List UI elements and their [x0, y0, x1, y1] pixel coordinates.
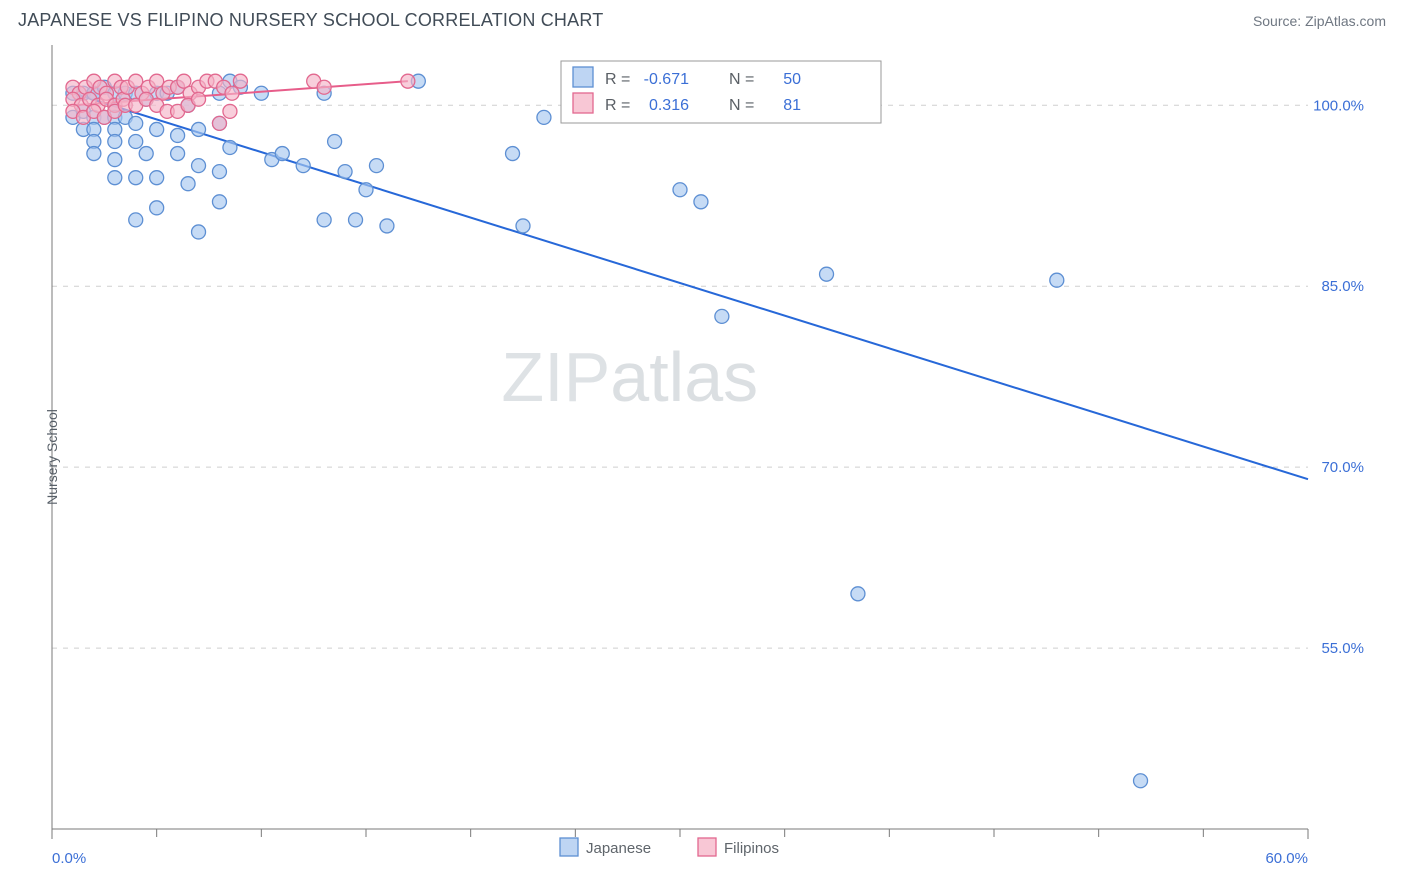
svg-text:ZIPatlas: ZIPatlas — [501, 338, 758, 416]
legend-label: Japanese — [586, 840, 651, 857]
y-axis-label: Nursery School — [44, 409, 60, 505]
y-tick-label: 55.0% — [1321, 640, 1364, 657]
svg-text:R =: R = — [605, 71, 630, 88]
source-attribution: Source: ZipAtlas.com — [1253, 13, 1386, 29]
y-tick-label: 85.0% — [1321, 278, 1364, 295]
y-tick-label: 100.0% — [1313, 97, 1364, 114]
svg-text:N =: N = — [729, 71, 754, 88]
x-tick-label: 60.0% — [1265, 850, 1308, 867]
svg-text:0.316: 0.316 — [649, 97, 689, 114]
svg-text:50: 50 — [783, 71, 801, 88]
series-legend: Japanese Filipinos — [560, 838, 779, 857]
x-tick-label: 0.0% — [52, 850, 86, 867]
svg-text:81: 81 — [783, 97, 801, 114]
chart-title: JAPANESE VS FILIPINO NURSERY SCHOOL CORR… — [18, 10, 603, 31]
legend-label: Filipinos — [724, 840, 779, 857]
svg-text:-0.671: -0.671 — [644, 71, 689, 88]
correlation-legend: R = -0.671 N = 50 R = 0.316 N = 81 — [561, 61, 881, 123]
chart-header: JAPANESE VS FILIPINO NURSERY SCHOOL CORR… — [0, 0, 1406, 37]
svg-text:N =: N = — [729, 97, 754, 114]
scatter-chart: ZIPatlas 0.0% 60.0% 55.0% 70.0% 85.0% 100.0% R … — [0, 37, 1406, 877]
y-tick-label: 70.0% — [1321, 459, 1364, 476]
chart-area: Nursery School ZIPatlas 0.0% 60.0% 55.0% 70.… — [0, 37, 1406, 877]
svg-text:R =: R = — [605, 97, 630, 114]
